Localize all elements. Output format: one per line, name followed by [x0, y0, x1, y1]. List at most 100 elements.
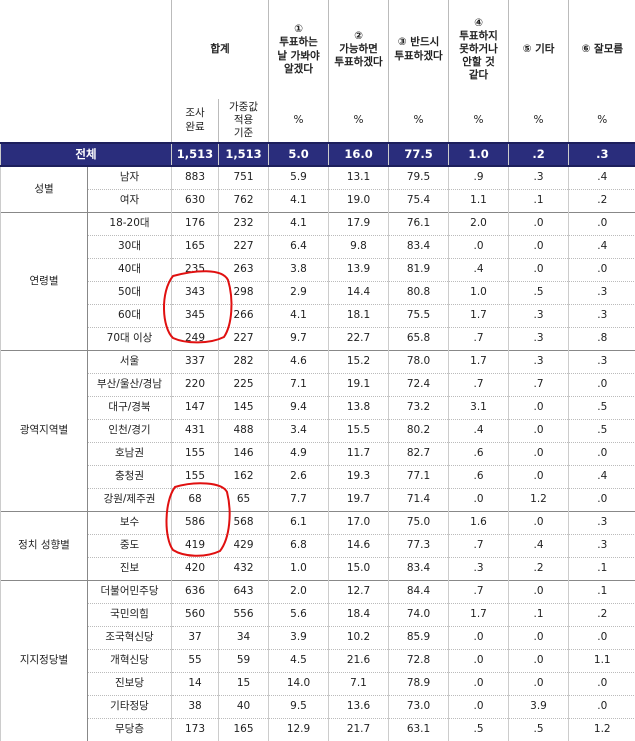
data-cell: 4.1: [269, 190, 329, 213]
data-cell: 9.4: [269, 397, 329, 420]
row-label: 더불어민주당: [88, 581, 172, 604]
data-cell: 65: [219, 489, 269, 512]
data-cell: 560: [172, 604, 219, 627]
data-cell: 85.9: [389, 627, 449, 650]
data-cell: .3: [569, 535, 635, 558]
row-label: 60대: [88, 305, 172, 328]
data-cell: .0: [509, 650, 569, 673]
data-cell: .0: [569, 443, 635, 466]
data-cell: 15: [219, 673, 269, 696]
data-cell: .0: [449, 650, 509, 673]
data-cell: .1: [569, 558, 635, 581]
data-cell: .0: [509, 259, 569, 282]
data-cell: 65.8: [389, 328, 449, 351]
row-label: 조국혁신당: [88, 627, 172, 650]
data-cell: .0: [449, 489, 509, 512]
data-cell: 34: [219, 627, 269, 650]
data-cell: 6.1: [269, 512, 329, 535]
row-label: 서울: [88, 351, 172, 374]
data-cell: 4.1: [269, 213, 329, 236]
data-cell: 3.1: [449, 397, 509, 420]
group-label: 정치 성향별: [1, 512, 88, 581]
data-cell: 343: [172, 282, 219, 305]
data-cell: 17.0: [329, 512, 389, 535]
data-cell: 263: [219, 259, 269, 282]
data-cell: 76.1: [389, 213, 449, 236]
row-label: 인천/경기: [88, 420, 172, 443]
data-cell: .2: [569, 190, 635, 213]
row-label: 개혁신당: [88, 650, 172, 673]
data-cell: 80.8: [389, 282, 449, 305]
data-cell: 15.0: [329, 558, 389, 581]
data-cell: 18.1: [329, 305, 389, 328]
header-pct: %: [449, 99, 509, 143]
data-cell: 18.4: [329, 604, 389, 627]
data-cell: 762: [219, 190, 269, 213]
data-cell: 14.0: [269, 673, 329, 696]
data-cell: 79.5: [389, 166, 449, 190]
data-cell: 77.1: [389, 466, 449, 489]
data-cell: 488: [219, 420, 269, 443]
data-cell: .4: [449, 420, 509, 443]
data-cell: 9.7: [269, 328, 329, 351]
data-cell: .7: [449, 535, 509, 558]
data-cell: 72.8: [389, 650, 449, 673]
data-cell: 21.6: [329, 650, 389, 673]
data-cell: .0: [509, 512, 569, 535]
data-cell: .3: [509, 166, 569, 190]
data-cell: 4.9: [269, 443, 329, 466]
data-cell: .3: [569, 305, 635, 328]
data-cell: 7.1: [329, 673, 389, 696]
data-cell: .5: [509, 719, 569, 741]
data-cell: .3: [509, 328, 569, 351]
data-cell: 10.2: [329, 627, 389, 650]
data-cell: 68: [172, 489, 219, 512]
data-cell: 636: [172, 581, 219, 604]
data-cell: 73.0: [389, 696, 449, 719]
data-cell: 3.8: [269, 259, 329, 282]
data-cell: .0: [509, 443, 569, 466]
data-cell: 78.0: [389, 351, 449, 374]
data-cell: 4.6: [269, 351, 329, 374]
data-cell: 165: [219, 719, 269, 741]
data-cell: 15.2: [329, 351, 389, 374]
data-cell: .0: [569, 213, 635, 236]
data-cell: 420: [172, 558, 219, 581]
data-cell: 38: [172, 696, 219, 719]
data-cell: 19.1: [329, 374, 389, 397]
data-cell: 155: [172, 443, 219, 466]
data-cell: 12.7: [329, 581, 389, 604]
header-corner: [1, 0, 172, 99]
data-cell: 1.0: [449, 282, 509, 305]
data-cell: 173: [172, 719, 219, 741]
data-cell: 74.0: [389, 604, 449, 627]
data-cell: 2.6: [269, 466, 329, 489]
row-label: 여자: [88, 190, 172, 213]
data-cell: 1.7: [449, 305, 509, 328]
header-col-5: ⑤ 기타: [509, 0, 569, 99]
row-label: 70대 이상: [88, 328, 172, 351]
data-cell: 9.5: [269, 696, 329, 719]
data-cell: 2.0: [269, 581, 329, 604]
data-cell: 556: [219, 604, 269, 627]
data-cell: 3.4: [269, 420, 329, 443]
data-cell: .0: [569, 489, 635, 512]
data-cell: 3.9: [509, 696, 569, 719]
data-cell: 225: [219, 374, 269, 397]
data-cell: .3: [509, 351, 569, 374]
table-body: 전체 1,513 1,513 5.0 16.0 77.5 1.0 .2 .3 성…: [1, 143, 635, 741]
data-cell: .6: [449, 466, 509, 489]
data-cell: .2: [569, 604, 635, 627]
